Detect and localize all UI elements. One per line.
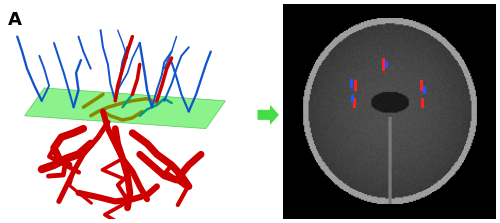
- Bar: [420, 81, 424, 91]
- Bar: [350, 79, 353, 88]
- Bar: [386, 61, 388, 68]
- Bar: [353, 98, 356, 108]
- Bar: [354, 81, 358, 91]
- Text: B: B: [287, 11, 300, 29]
- Text: A: A: [8, 11, 22, 29]
- Bar: [421, 98, 424, 108]
- Bar: [352, 95, 354, 102]
- Bar: [382, 58, 386, 71]
- Polygon shape: [24, 88, 226, 129]
- Bar: [424, 86, 426, 94]
